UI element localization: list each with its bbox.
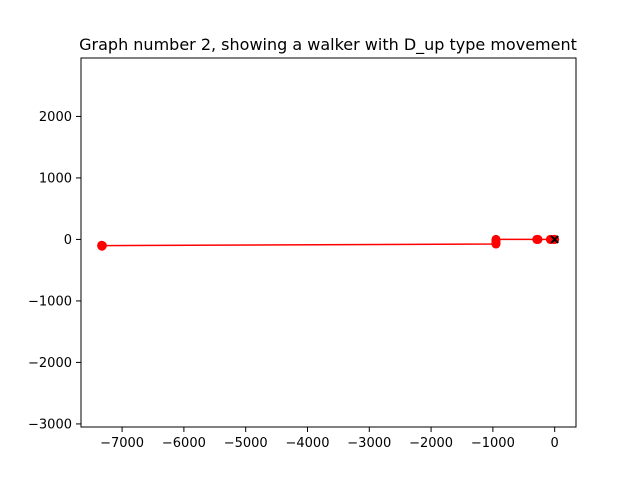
y-tick-label: 1000: [39, 171, 72, 186]
data-point: [97, 241, 107, 251]
y-axis: −3000 −2000 −1000 0 1000 2000: [28, 110, 81, 432]
end-marker: [550, 235, 559, 244]
y-tick-label: 2000: [39, 110, 72, 125]
x-tick-label: −3000: [347, 436, 391, 451]
x-tick-label: −4000: [285, 436, 329, 451]
x-tick-label: −2000: [409, 436, 453, 451]
x-tick-label: −6000: [162, 436, 206, 451]
y-tick-label: −1000: [28, 294, 72, 309]
y-tick-label: −3000: [28, 417, 72, 432]
plot-frame: [80, 57, 577, 428]
x-tick-label: −7000: [100, 436, 144, 451]
y-tick-label: −2000: [28, 356, 72, 371]
data-point: [491, 239, 501, 249]
x-tick-label: −5000: [224, 436, 268, 451]
chart-title: Graph number 2, showing a walker with D_…: [79, 35, 577, 55]
data-point: [532, 234, 542, 244]
x-tick-label: 0: [551, 436, 559, 451]
end-marker-layer: [550, 235, 559, 244]
x-tick-label: −1000: [471, 436, 515, 451]
x-axis: −7000 −6000 −5000 −4000 −3000 −2000 −1000 0: [100, 427, 559, 451]
y-tick-label: 0: [64, 233, 72, 248]
